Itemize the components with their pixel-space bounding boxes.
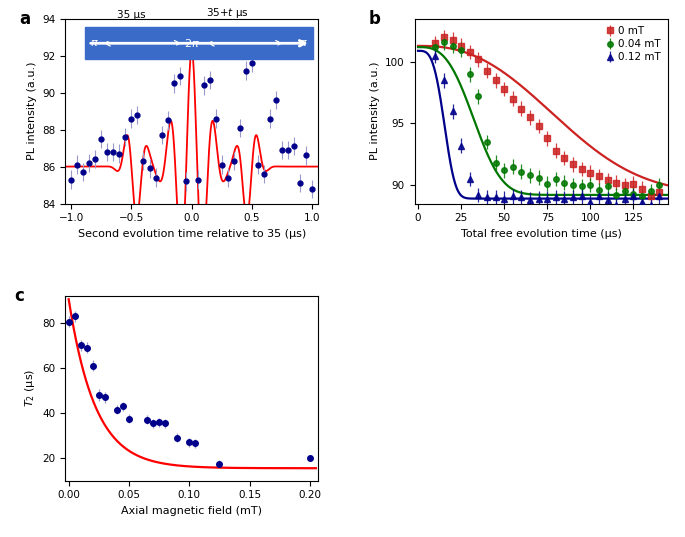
Text: 35 μs: 35 μs	[116, 10, 145, 20]
Y-axis label: PL intensity (a.u.): PL intensity (a.u.)	[370, 62, 379, 161]
X-axis label: Axial magnetic field (mT): Axial magnetic field (mT)	[121, 506, 262, 516]
Text: 35+$t$ μs: 35+$t$ μs	[206, 6, 249, 20]
Text: b: b	[369, 10, 381, 27]
Y-axis label: $T_2$ (μs): $T_2$ (μs)	[23, 369, 37, 408]
Text: $\pi$: $\pi$	[90, 38, 99, 48]
Text: $\pi$: $\pi$	[299, 38, 308, 48]
X-axis label: Second evolution time relative to 35 (μs): Second evolution time relative to 35 (μs…	[77, 229, 306, 239]
Text: a: a	[19, 10, 31, 27]
Legend: 0 mT, 0.04 mT, 0.12 mT: 0 mT, 0.04 mT, 0.12 mT	[603, 24, 662, 64]
Text: c: c	[14, 287, 24, 304]
X-axis label: Total free evolution time (μs): Total free evolution time (μs)	[461, 229, 622, 239]
Y-axis label: PL intensity (a.u.): PL intensity (a.u.)	[27, 62, 36, 161]
Text: $2\pi$: $2\pi$	[184, 37, 199, 49]
FancyBboxPatch shape	[86, 27, 313, 60]
